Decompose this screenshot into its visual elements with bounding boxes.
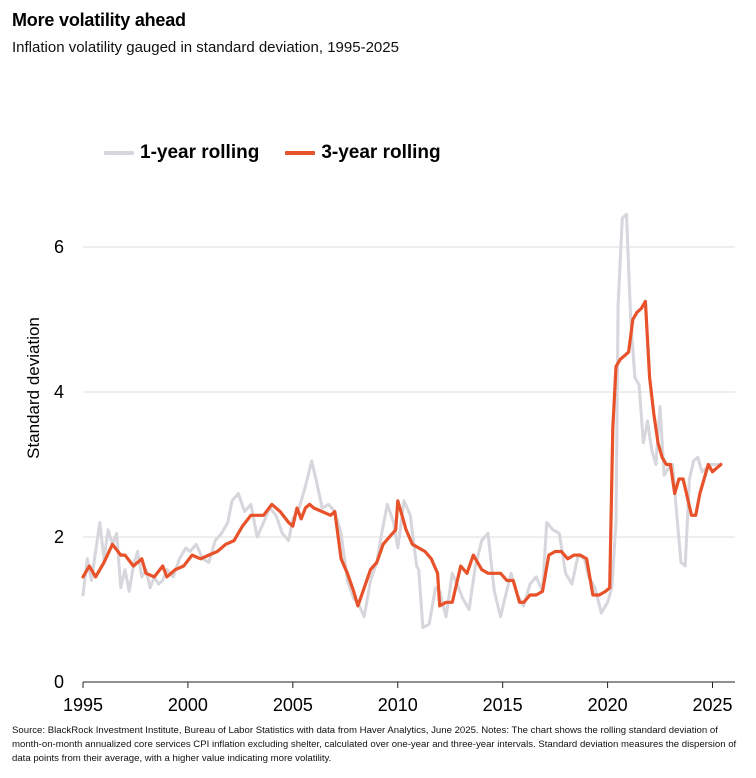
chart-title: More volatility ahead [12,10,186,30]
legend-swatch-1-year [104,151,134,155]
legend-item-3-year[interactable]: 3-year rolling [285,142,441,164]
y-tick-label-0: 0 [54,672,64,692]
x-tick-label-2005: 2005 [273,695,313,715]
legend-label-3-year: 3-year rolling [321,142,441,163]
chart-subtitle: Inflation volatility gauged in standard … [12,39,399,56]
series-line-1-year-rolling [81,212,723,630]
x-tick-label-2010: 2010 [378,695,418,715]
y-tick-label-4: 4 [54,382,64,402]
tick-labels: 0 2 4 6 1995 2000 2005 2010 2015 2020 2025 [54,237,733,715]
series-lines [81,212,723,630]
x-tick-label-2015: 2015 [483,695,523,715]
x-tick-label-2000: 2000 [168,695,208,715]
y-tick-label-2: 2 [54,527,64,547]
legend-swatch-3-year [285,151,316,155]
x-tick-label-2025: 2025 [692,695,732,715]
legend: 1-year rolling 3-year rolling [104,142,467,164]
legend-label-1-year: 1-year rolling [140,142,260,163]
y-tick-label-6: 6 [54,237,64,257]
x-tick-label-1995: 1995 [63,695,103,715]
legend-item-1-year[interactable]: 1-year rolling [104,142,259,164]
source-footnote: Source: BlackRock Investment Institute, … [12,725,737,764]
series-line-3-year-rolling [81,299,723,608]
x-tick-label-2020: 2020 [588,695,628,715]
